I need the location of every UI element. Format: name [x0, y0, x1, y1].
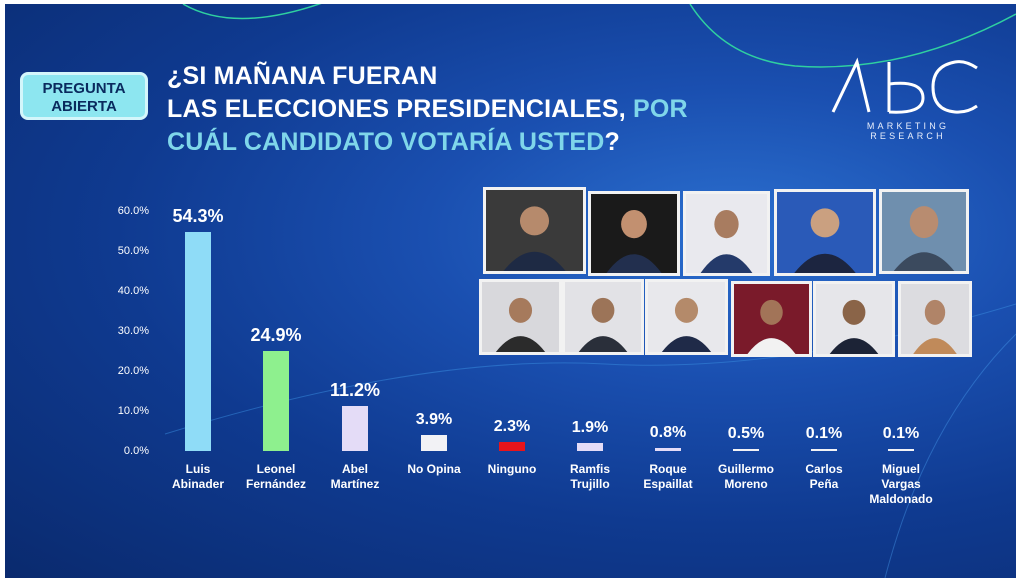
y-tick-60: 60.0% — [117, 205, 149, 217]
badge-line-1: PREGUNTA — [42, 80, 126, 97]
category-label-line: Moreno — [724, 477, 768, 491]
badge-line-2: ABIERTA — [51, 98, 117, 115]
person-photo-icon — [686, 194, 767, 273]
category-label-abel-martinez: Abel Martínez — [310, 462, 400, 492]
category-label-line: Abel — [341, 462, 368, 476]
value-label-ramfis-trujillo: 1.9% — [571, 419, 609, 437]
candidate-photo — [879, 189, 969, 274]
abc-logo — [831, 57, 978, 114]
title-line-3-main: ? — [604, 128, 621, 156]
person-photo-icon — [565, 282, 641, 352]
bar-ramfis-trujillo — [577, 443, 603, 451]
category-label-line: Ramfis — [569, 462, 610, 476]
category-label-line: Maldonado — [869, 492, 933, 506]
open-question-badge: PREGUNTA ABIERTA — [20, 72, 148, 120]
value-label-ninguno: 2.3% — [493, 417, 531, 435]
category-label-roque-espaillat: Roque Espaillat — [623, 462, 713, 492]
bar-ninguno — [499, 441, 525, 451]
bar-carlos-pena — [811, 449, 837, 451]
person-photo-icon — [901, 284, 969, 354]
bar-abel-martinez — [342, 405, 368, 451]
candidate-photo — [562, 279, 644, 355]
person-photo-icon — [648, 282, 725, 352]
candidate-photo — [479, 279, 562, 355]
y-tick-0: 0.0% — [123, 445, 149, 457]
logo-subtitle: MARKETING RESEARCH — [838, 121, 978, 141]
category-label-line: Guillermo — [717, 462, 774, 476]
candidate-photo — [813, 281, 895, 357]
value-label-no-opina: 3.9% — [415, 411, 453, 429]
person-photo-icon — [816, 284, 892, 354]
bar-miguel-vargas-maldonado — [888, 449, 914, 451]
category-label-line: Vargas — [881, 477, 921, 491]
category-label-line: Roque — [649, 462, 687, 476]
category-label-line: Espaillat — [643, 477, 693, 491]
person-photo-icon — [482, 282, 559, 352]
logo-sub-2: RESEARCH — [870, 131, 946, 141]
value-label-guillermo-moreno: 0.5% — [727, 424, 765, 442]
bar-guillermo-moreno — [733, 448, 759, 451]
category-label-carlos-pena: Carlos Peña — [779, 462, 869, 492]
logo-sub-1: MARKETING — [866, 121, 950, 131]
title-line-2: LAS ELECCIONES PRESIDENCIALES, POR — [167, 93, 688, 126]
value-label-carlos-pena: 0.1% — [805, 425, 843, 442]
y-tick-30: 30.0% — [117, 325, 149, 337]
candidate-photo — [683, 191, 770, 276]
category-label-line: Peña — [809, 477, 839, 491]
category-label-ramfis-trujillo: Ramfis Trujillo — [545, 462, 635, 492]
category-label-guillermo-moreno: Guillermo Moreno — [701, 462, 791, 492]
candidate-photo — [645, 279, 728, 355]
title-line-1: ¿SI MAÑANA FUERAN — [167, 62, 438, 90]
candidate-photo — [731, 281, 812, 357]
category-label-line: Leonel — [256, 462, 296, 476]
category-label-line: Abinader — [171, 477, 224, 491]
title-line-2-highlight: POR — [633, 95, 688, 123]
candidate-photo — [588, 191, 680, 276]
person-photo-icon — [777, 192, 873, 273]
chart-title: ¿SI MAÑANA FUERAN LAS ELECCIONES PRESIDE… — [167, 60, 688, 159]
candidate-photo — [774, 189, 876, 276]
person-photo-icon — [486, 190, 583, 271]
category-label-line: Ninguno — [487, 462, 537, 476]
bar-no-opina — [421, 435, 447, 451]
bar-roque-espaillat — [655, 447, 681, 451]
candidate-photo — [898, 281, 972, 357]
y-tick-20: 20.0% — [117, 365, 149, 377]
chart-slide: PREGUNTA ABIERTA ¿SI MAÑANA FUERAN LAS E… — [5, 4, 1016, 578]
candidate-photo — [483, 187, 586, 274]
category-label-line: Fernández — [245, 477, 306, 491]
title-line-2-main: LAS ELECCIONES PRESIDENCIALES, — [167, 95, 633, 123]
category-label-line: No Opina — [407, 462, 461, 476]
category-label-no-opina: No Opina — [389, 462, 479, 477]
value-label-leonel-fernandez: 24.9% — [250, 324, 302, 345]
y-tick-50: 50.0% — [117, 245, 149, 257]
category-label-miguel-vargas-maldonado: Miguel Vargas Maldonado — [856, 462, 946, 507]
y-tick-10: 10.0% — [117, 405, 149, 417]
y-tick-40: 40.0% — [117, 285, 149, 297]
category-label-ninguno: Ninguno — [467, 462, 557, 477]
bar-leonel-fernandez — [263, 350, 289, 451]
category-label-line: Carlos — [805, 462, 843, 476]
value-label-miguel-vargas-maldonado: 0.1% — [882, 425, 920, 442]
category-label-line: Trujillo — [570, 477, 610, 491]
person-photo-icon — [882, 192, 966, 271]
category-label-line: Miguel — [882, 462, 920, 476]
value-label-luis-abinader: 54.3% — [172, 205, 224, 226]
person-photo-icon — [734, 284, 809, 354]
category-label-line: Martínez — [330, 477, 380, 491]
title-line-3: CUÁL CANDIDATO VOTARÍA USTED? — [167, 126, 688, 159]
category-label-leonel-fernandez: Leonel Fernández — [231, 462, 321, 492]
person-photo-icon — [591, 194, 677, 273]
value-label-abel-martinez: 11.2% — [329, 379, 381, 400]
value-label-roque-espaillat: 0.8% — [649, 423, 687, 441]
title-line-3-highlight: CUÁL CANDIDATO VOTARÍA USTED — [167, 128, 605, 156]
bar-luis-abinader — [185, 231, 211, 451]
category-label-luis-abinader: Luis Abinader — [153, 462, 243, 492]
category-label-line: Luis — [185, 462, 211, 476]
